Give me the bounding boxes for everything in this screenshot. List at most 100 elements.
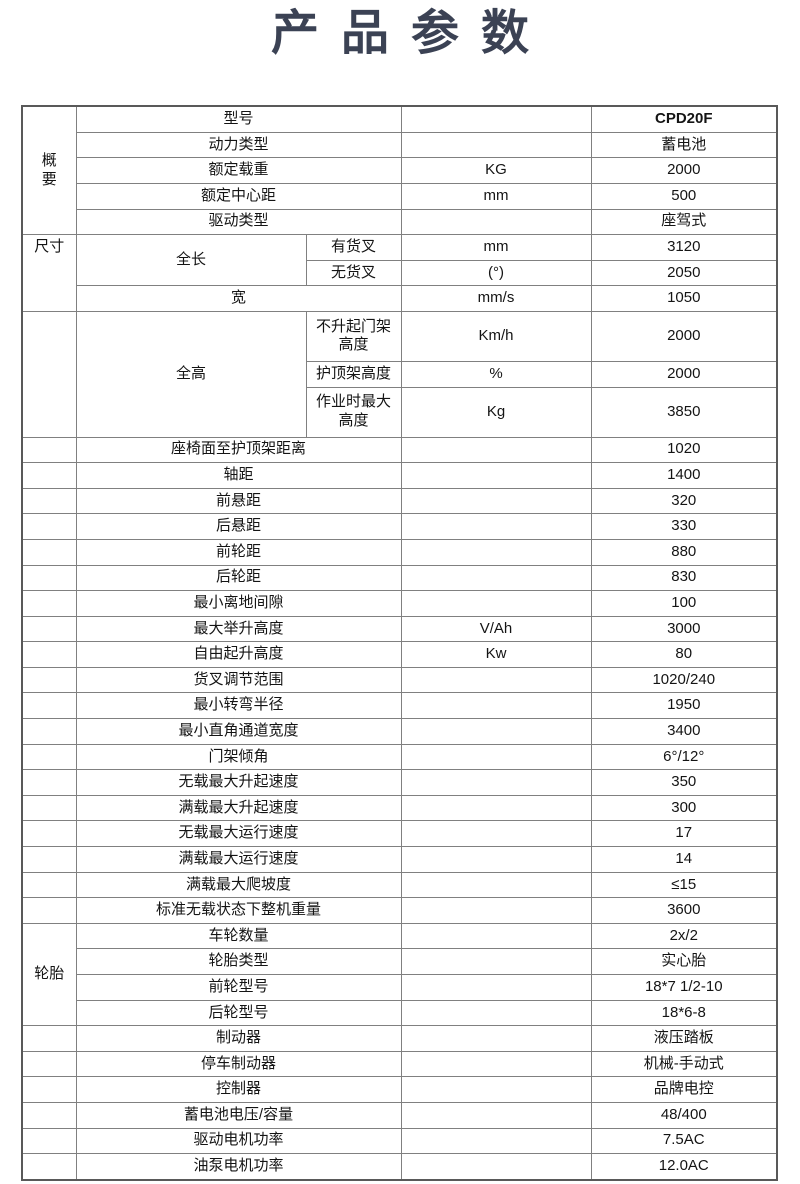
group-cell: [21, 871, 77, 899]
table-row: 货叉调节范围 1020/240: [21, 666, 778, 694]
param-name-cell: 后轮距: [75, 564, 402, 592]
group-cell: [21, 743, 77, 771]
param-name-cell: 无载最大升起速度: [75, 769, 402, 796]
unit-cell: [400, 1025, 592, 1052]
group-cell: [21, 666, 77, 694]
unit-cell: [400, 743, 592, 771]
value-cell: 蓄电池: [590, 131, 778, 159]
value-cell: 1050: [590, 285, 778, 312]
param-name-cell: 动力类型: [75, 131, 402, 159]
unit-cell: [400, 948, 592, 975]
unit-cell: Kw: [400, 641, 592, 668]
value-cell: 18*6-8: [590, 999, 778, 1027]
table-row: 前轮距 880: [21, 538, 778, 566]
unit-cell: [400, 1101, 592, 1129]
table-row: 概要型号 CPD20F: [21, 105, 778, 236]
group-cell: [21, 820, 77, 848]
param-name-cell: 轮胎类型: [75, 948, 402, 975]
value-cell: 液压踏板: [590, 1025, 778, 1052]
table-row: 后轮距 830: [21, 564, 778, 592]
table-row: 最小直角通道宽度 3400: [21, 718, 778, 745]
table-row: 门架倾角 6°/12°: [21, 743, 778, 771]
param-name-cell: 宽: [75, 285, 402, 312]
table-row: 额定中心距 mm 500: [22, 182, 778, 210]
unit-cell: [400, 1127, 592, 1155]
value-cell: 880: [590, 538, 778, 566]
unit-cell: [400, 692, 592, 720]
sub-param-cell: 作业时最大高度: [305, 386, 402, 438]
value-cell: 3120: [590, 234, 778, 261]
unit-cell: mm: [400, 182, 592, 210]
group-cell: [21, 487, 77, 515]
unit-cell: [400, 538, 592, 566]
table-row: 宽 mm/s 1050: [22, 285, 778, 312]
param-name-cell: 型号: [75, 105, 402, 133]
unit-cell: [400, 769, 592, 796]
table-row: 尺寸 全长 有货叉 mm 3120: [21, 234, 778, 312]
group-cell: [21, 538, 77, 566]
value-cell: 830: [590, 564, 778, 592]
group-cell: [21, 436, 77, 464]
table-row: 最大举升高度 V/Ah 3000: [21, 615, 778, 643]
value-cell: 6°/12°: [590, 743, 778, 771]
value-cell: 3850: [590, 386, 778, 438]
unit-cell: [400, 436, 592, 464]
unit-cell: [400, 999, 592, 1027]
unit-cell: [400, 1153, 592, 1181]
unit-cell: [400, 590, 592, 617]
value-cell: ≤15: [590, 871, 778, 899]
unit-cell: V/Ah: [400, 615, 592, 643]
table-row: 制动器 液压踏板: [21, 1025, 778, 1052]
group-cell: [21, 718, 77, 745]
group-cell: [21, 310, 77, 438]
param-name-cell: 全高: [75, 310, 307, 438]
table-row: 后悬距 330: [21, 513, 778, 540]
unit-cell: mm: [400, 234, 592, 261]
param-name-cell: 无载最大运行速度: [75, 820, 402, 848]
param-name-cell: 驱动电机功率: [75, 1127, 402, 1155]
param-name-cell: 制动器: [75, 1025, 402, 1052]
table-row: 控制器 品牌电控: [21, 1076, 778, 1103]
param-name-cell: 前轮型号: [75, 974, 402, 1001]
unit-cell: (°): [400, 259, 592, 287]
table-row: 满载最大升起速度 300: [21, 794, 778, 822]
sub-param-cell: 护顶架高度: [305, 360, 402, 388]
value-cell: 12.0AC: [590, 1153, 778, 1181]
value-cell: 1020: [590, 436, 778, 464]
param-name-cell: 前悬距: [75, 487, 402, 515]
unit-cell: [400, 871, 592, 899]
value-cell: 330: [590, 513, 778, 540]
table-row: 护顶架高度% 2000: [22, 360, 778, 388]
table-row: 最小离地间隙 100: [21, 590, 778, 617]
group-cell: [21, 794, 77, 822]
value-cell: 100: [590, 590, 778, 617]
table-row: 无货叉 (°) 2050: [22, 259, 778, 287]
group-cell: [21, 846, 77, 873]
table-row: 自由起升高度 Kw 80: [21, 641, 778, 668]
table-row: 额定载重 KG 2000: [22, 157, 778, 184]
value-cell: 14: [590, 846, 778, 873]
table-row: 轮胎 车轮数量 2x/2: [21, 922, 778, 1027]
value-cell: 500: [590, 182, 778, 210]
param-name-cell: 额定载重: [75, 157, 402, 184]
unit-cell: mm/s: [400, 285, 592, 312]
group-cell: [21, 1050, 77, 1078]
unit-cell: KG: [400, 157, 592, 184]
value-cell: 1400: [590, 462, 778, 489]
param-name-cell: 全长: [75, 234, 307, 287]
group-cell: [21, 897, 77, 924]
value-cell: 实心胎: [590, 948, 778, 975]
value-cell: 18*7 1/2-10: [590, 974, 778, 1001]
unit-cell: [400, 564, 592, 592]
param-name-cell: 标准无载状态下整机重量: [75, 897, 402, 924]
group-cell: 尺寸: [21, 234, 77, 312]
table-row: 作业时最大高度 Kg 3850: [22, 386, 778, 438]
table-row: 轮胎类型 实心胎: [22, 948, 778, 975]
param-name-cell: 轴距: [75, 462, 402, 489]
table-row: 后轮型号 18*6-8: [22, 999, 778, 1027]
unit-cell: [400, 105, 592, 133]
table-row: 油泵电机功率 12.0AC: [21, 1153, 778, 1181]
unit-cell: [400, 922, 592, 950]
value-cell: 1020/240: [590, 666, 778, 694]
value-cell: 座驾式: [590, 208, 778, 236]
